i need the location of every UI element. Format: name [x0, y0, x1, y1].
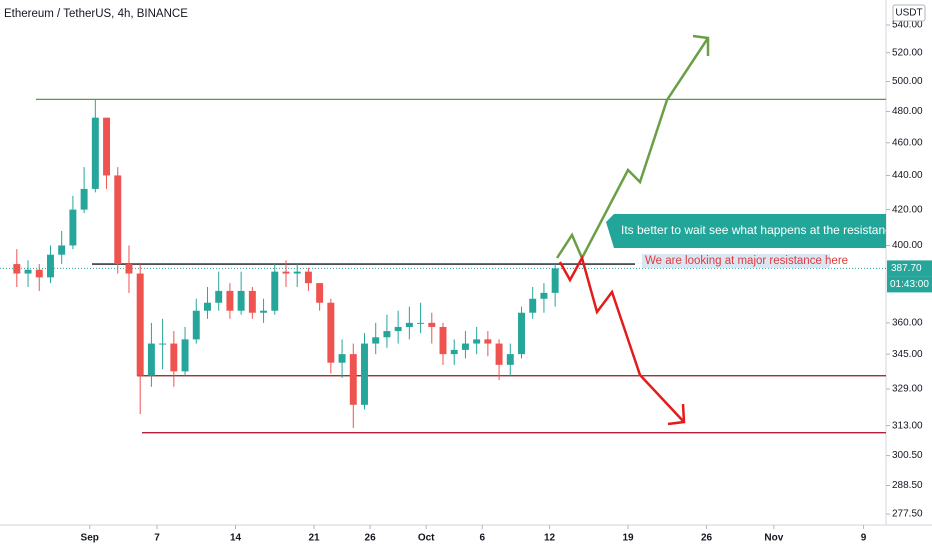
candle-body: [439, 326, 447, 355]
candle-body: [473, 339, 481, 344]
candle-body: [417, 322, 425, 324]
bullish-projection: [555, 37, 710, 261]
candle-body: [428, 322, 436, 327]
x-tick-label: Sep: [81, 533, 99, 544]
candle-body: [304, 271, 312, 284]
candle-body: [540, 292, 548, 299]
bearish-projection: [558, 254, 685, 423]
y-tick-label: 329.00: [892, 384, 923, 395]
candle-body: [506, 354, 514, 365]
y-tick-label: 540.00: [892, 20, 923, 31]
y-tick-label: 500.00: [892, 76, 923, 87]
candle-body: [226, 290, 234, 311]
candle-body: [293, 271, 301, 274]
callout-text: Its better to wait see what happens at t…: [621, 223, 911, 237]
y-tick-label: 420.00: [892, 204, 923, 215]
candle-body: [495, 343, 503, 365]
y-tick-label: 480.00: [892, 106, 923, 117]
y-tick-label: 400.00: [892, 240, 923, 251]
candle-body: [271, 271, 279, 311]
candle-body: [69, 209, 77, 246]
x-tick-label: 12: [544, 533, 556, 544]
candle-body: [260, 310, 268, 313]
x-tick-label: Oct: [418, 533, 435, 544]
candle-body: [192, 310, 200, 340]
currency-box: [892, 4, 926, 22]
x-tick-label: 26: [365, 533, 377, 544]
x-tick-label: 26: [701, 533, 713, 544]
y-tick-label: 288.50: [892, 480, 923, 491]
countdown: 01:43:00: [890, 279, 929, 290]
candle-body: [361, 343, 368, 405]
y-tick-label: 520.00: [892, 47, 923, 58]
candle-body: [103, 117, 111, 176]
callout-bubble: [606, 214, 886, 248]
arrow-head: [692, 34, 710, 56]
y-tick-label: 313.00: [892, 420, 923, 431]
candle-body: [372, 337, 380, 344]
x-tick-label: 21: [308, 533, 320, 544]
candle-body: [58, 245, 66, 255]
candle-body: [80, 188, 88, 210]
candle-body: [248, 290, 256, 313]
y-tick-label: 300.50: [892, 450, 923, 461]
candle-body: [529, 298, 537, 313]
candle-body: [338, 354, 346, 363]
candle-body: [484, 339, 492, 344]
candle-body: [551, 268, 559, 293]
x-tick-label: 19: [622, 533, 634, 544]
candle-body: [35, 269, 43, 278]
countdown-box: [887, 276, 932, 293]
candle-body: [327, 302, 335, 363]
projections: Its better to wait see what happens at t…: [555, 34, 911, 426]
candle-body: [204, 302, 211, 311]
y-tick-label: 277.50: [892, 509, 923, 520]
note-background: [642, 254, 830, 268]
x-tick-label: 14: [230, 533, 242, 544]
x-tick-label: Nov: [764, 533, 783, 544]
candle-body: [147, 343, 155, 376]
y-tick-label: 440.00: [892, 170, 923, 181]
candle-body: [237, 290, 245, 311]
candle-body: [159, 343, 167, 345]
candle-body: [405, 322, 413, 327]
chart-title: Ethereum / TetherUS, 4h, BINANCE: [4, 8, 188, 20]
candle-body: [383, 331, 391, 338]
candle-body: [450, 349, 458, 355]
candle-body: [46, 254, 54, 278]
y-tick-label: 360.00: [892, 318, 923, 329]
currency: USDT: [895, 8, 922, 19]
x-tick-label: 9: [861, 533, 867, 544]
candle-body: [282, 271, 290, 274]
candle-body: [349, 354, 357, 405]
y-tick-label: 460.00: [892, 137, 923, 148]
note-text: We are looking at major resistance here: [645, 255, 848, 267]
candle-body: [518, 312, 525, 355]
candle-body: [13, 264, 21, 274]
candle-body: [170, 343, 178, 372]
candle-body: [114, 175, 122, 265]
candle-body: [136, 273, 144, 376]
candle-body: [215, 290, 223, 303]
arrow-head: [667, 403, 686, 426]
candle-body: [316, 283, 324, 303]
candle-body: [125, 264, 133, 274]
candle-body: [461, 343, 469, 350]
last-price-label: 387.70: [891, 263, 922, 274]
candle-body: [24, 269, 32, 274]
candle-body: [394, 326, 402, 332]
candle-body: [181, 339, 189, 372]
last-price-box: [887, 260, 932, 277]
x-tick-label: 6: [479, 533, 485, 544]
y-tick-label: 345.00: [892, 349, 923, 360]
candle-body: [91, 117, 99, 189]
x-tick-label: 7: [154, 533, 160, 544]
